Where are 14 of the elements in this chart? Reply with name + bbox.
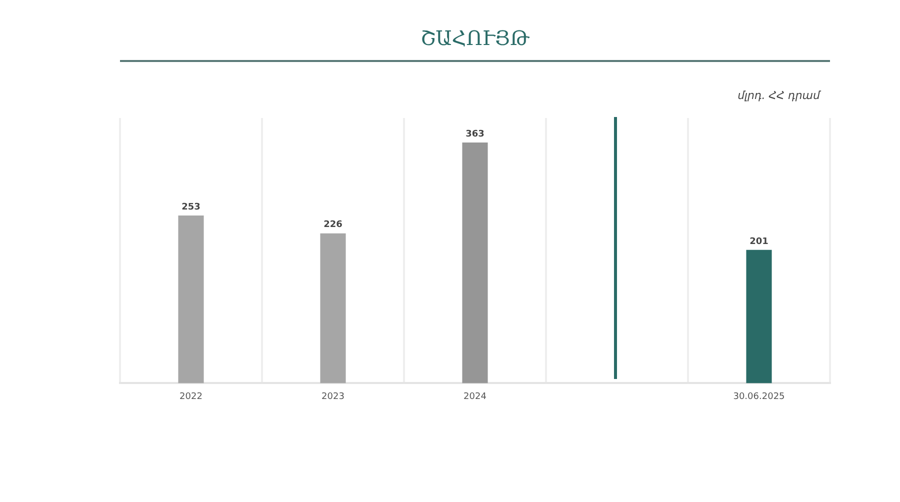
bar bbox=[462, 142, 488, 384]
data-label: 363 bbox=[466, 129, 484, 140]
bar bbox=[320, 233, 346, 384]
data-label: 201 bbox=[750, 236, 768, 247]
data-label: 226 bbox=[324, 220, 342, 230]
y-axis-title: մլրդ. ՀՀ դրամ bbox=[738, 89, 820, 102]
x-tick-label: 2022 bbox=[180, 392, 202, 402]
data-label: 253 bbox=[182, 202, 200, 212]
x-tick-label: 2023 bbox=[322, 392, 344, 402]
x-tick-label: 30.06.2025 bbox=[733, 392, 785, 402]
bar bbox=[746, 250, 772, 384]
x-tick-label: 2024 bbox=[464, 392, 487, 402]
chart-title: ՇԱՀՈՒՅԹ bbox=[420, 26, 531, 50]
bar bbox=[178, 215, 204, 384]
